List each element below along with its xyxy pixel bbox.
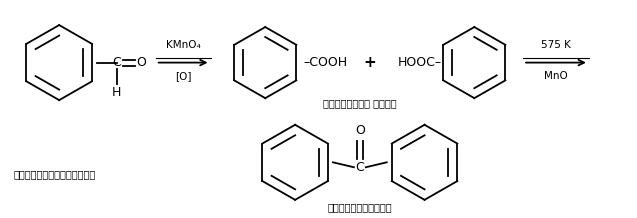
Text: बेन्जोफीनोन: बेन्जोफीनोन — [327, 202, 392, 212]
Text: C: C — [355, 161, 364, 174]
Text: MnO: MnO — [544, 72, 568, 81]
Text: H: H — [112, 86, 122, 99]
Text: O: O — [355, 124, 365, 137]
Text: बेन्जोइक अम्ल: बेन्जोइक अम्ल — [323, 98, 397, 108]
Text: KMnO₄: KMnO₄ — [166, 40, 201, 50]
Text: O: O — [136, 56, 146, 69]
Text: [O]: [O] — [175, 72, 191, 81]
Text: –COOH: –COOH — [303, 56, 347, 69]
Text: बेन्जैल्डिहाइड: बेन्जैल्डिहाइड — [13, 169, 96, 179]
Text: 575 K: 575 K — [541, 40, 571, 50]
Text: C: C — [113, 56, 121, 69]
Text: +: + — [364, 55, 376, 70]
Text: HOOC–: HOOC– — [397, 56, 442, 69]
